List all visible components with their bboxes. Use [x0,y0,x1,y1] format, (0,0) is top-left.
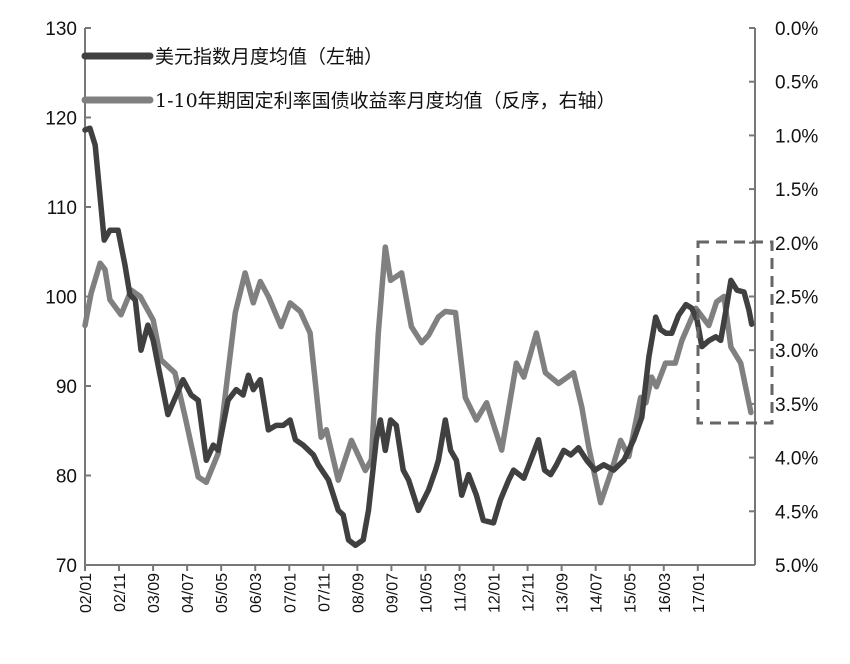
x-axis-tick-label: 07/11 [316,573,333,612]
x-axis-tick-label: 09/07 [384,573,401,613]
x-axis-tick-label: 05/05 [214,573,231,613]
x-axis-tick-label: 03/09 [146,573,163,613]
series-lines [82,125,755,549]
right-axis-tick-label: 4.0% [775,449,818,470]
highlight-dashed-box [696,240,774,425]
x-axis-tick-label: 02/11 [112,573,129,612]
x-axis-tick-label: 08/09 [350,573,367,613]
left-axis-tick-label: 110 [47,198,77,219]
x-axis-tick-label: 04/07 [180,573,197,613]
right-axis-tick-label: 0.5% [775,73,818,94]
left-axis-tick-label: 70 [56,556,77,577]
x-axis-tick-label: 12/11 [521,573,538,612]
right-axis-tick-label: 2.0% [775,234,818,255]
bond-yield-line [82,244,754,506]
x-axis-tick-label: 06/03 [248,573,265,613]
left-axis-tick-label: 130 [45,19,77,40]
right-axis-tick-label: 0.0% [775,19,818,40]
right-axis-tick-label: 1.5% [775,180,818,201]
x-axis-tick-label: 15/05 [623,573,640,613]
x-axis-tick-label: 14/07 [589,573,606,613]
x-axis-tick-label: 16/03 [657,573,674,613]
right-axis-tick-label: 4.5% [775,502,818,523]
right-axis-tick-label: 3.0% [775,341,818,362]
legend: 美元指数月度均值（左轴） 1-10年期固定利率国债收益率月度均值（反序，右轴） [81,46,616,112]
left-axis-tick-label: 100 [45,288,77,309]
right-axis-tick-label: 3.5% [775,395,818,416]
right-axis-tick-label: 5.0% [775,556,818,577]
x-axis-tick-label: 10/05 [418,573,435,613]
right-axis-tick-label: 2.5% [775,288,818,309]
axes: 130 120 110 100 90 80 70 0.0% 0.5% 1.0% 1.5% 2.0% 2.… [45,19,818,613]
left-axis-tick-label: 90 [56,377,77,398]
right-axis-tick-label: 1.0% [775,126,818,147]
x-axis-tick-label: 11/03 [452,573,469,612]
legend-label-bond-yield: 1-10年期固定利率国债收益率月度均值（反序，右轴） [155,90,616,112]
left-axis-tick-label: 120 [45,109,77,130]
x-axis-tick-label: 12/01 [487,573,504,613]
dollar-index-line [82,125,755,549]
x-axis-tick-label: 13/09 [555,573,572,613]
x-axis-tick-label: 02/01 [78,573,95,613]
x-axis-tick-label: 17/01 [691,573,708,613]
x-axis-tick-label: 07/01 [282,573,299,613]
legend-label-dollar-index: 美元指数月度均值（左轴） [155,46,383,68]
left-axis-tick-label: 80 [56,467,77,488]
